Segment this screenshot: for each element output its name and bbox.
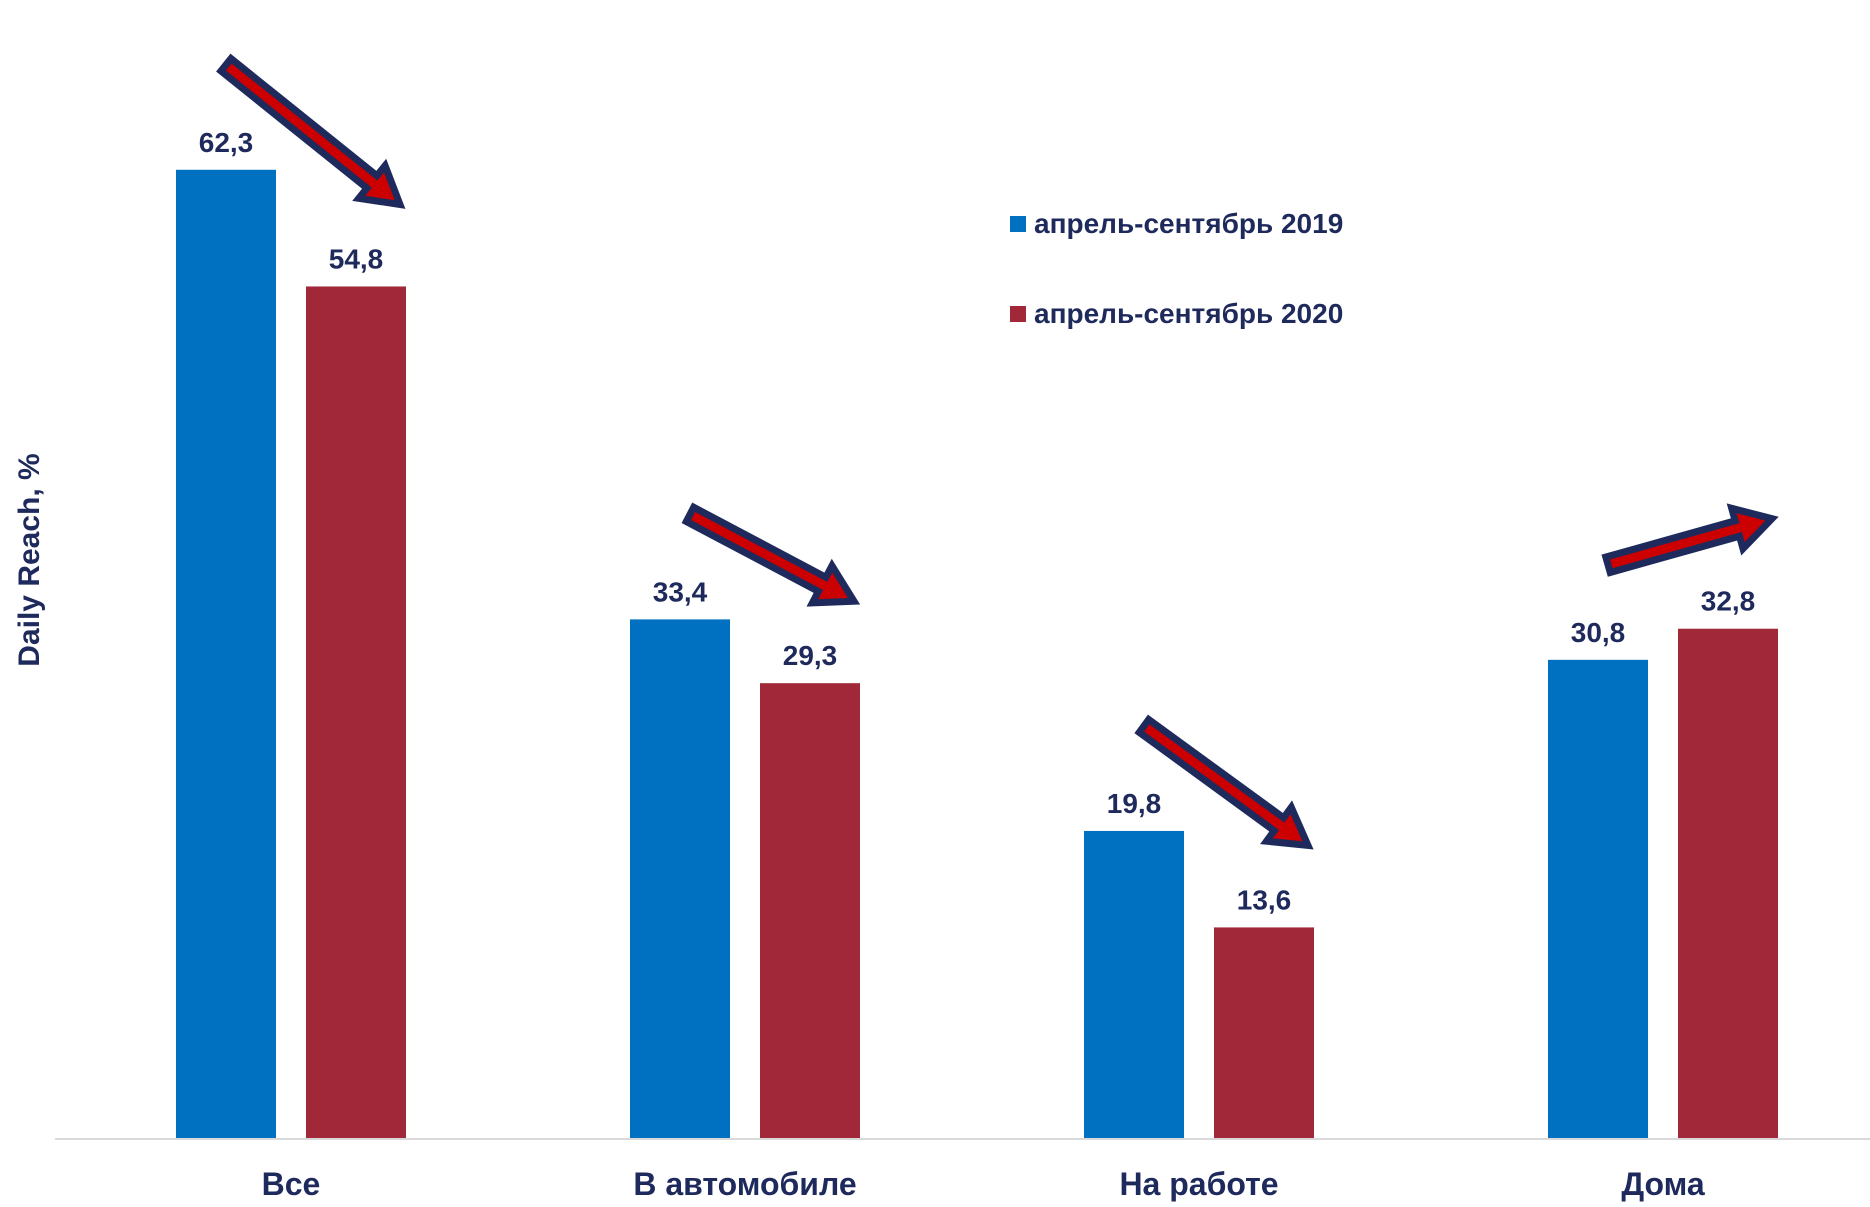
data-label-2020-3: 32,8 (1701, 586, 1756, 617)
data-label-2019-1: 33,4 (653, 576, 708, 607)
bar-2020-0 (306, 286, 406, 1139)
trend-arrows (216, 53, 1779, 850)
x-tick-label-2: На работе (1119, 1166, 1278, 1202)
legend-item-2019: апрель-сентябрь 2019 (1010, 205, 1343, 243)
legend: апрель-сентябрь 2019 апрель-сентябрь 202… (1010, 205, 1343, 385)
legend-item-2020: апрель-сентябрь 2020 (1010, 295, 1343, 333)
bar-2020-2 (1214, 927, 1314, 1139)
x-tick-labels: Все В автомобиле На работе Дома (262, 1166, 1705, 1202)
data-label-2019-2: 19,8 (1107, 788, 1162, 819)
x-tick-label-1: В автомобиле (633, 1166, 856, 1202)
bar-2019-0 (176, 169, 276, 1140)
down-arrow-1 (681, 502, 861, 607)
x-tick-label-3: Дома (1621, 1166, 1705, 1202)
legend-swatch-2019 (1010, 216, 1026, 232)
data-label-2020-0: 54,8 (329, 243, 384, 274)
down-arrow-2 (1134, 714, 1314, 850)
down-arrow-0 (216, 53, 406, 209)
bar-2020-1 (760, 683, 860, 1139)
legend-swatch-2020 (1010, 306, 1026, 322)
bar-2019-2 (1084, 830, 1184, 1139)
bar-2020-3 (1678, 628, 1778, 1139)
data-labels: 62,3 54,8 33,4 29,3 19,8 13,6 30,8 32,8 (199, 127, 1756, 916)
data-label-2019-3: 30,8 (1571, 617, 1626, 648)
bar-2019-3 (1548, 659, 1648, 1139)
data-label-2020-1: 29,3 (783, 640, 838, 671)
bars (176, 169, 1778, 1140)
data-label-2019-0: 62,3 (199, 127, 254, 158)
x-tick-label-0: Все (262, 1166, 321, 1202)
legend-label-2020: апрель-сентябрь 2020 (1034, 298, 1344, 329)
y-axis-label: Daily Reach, % (13, 453, 46, 667)
data-label-2020-2: 13,6 (1237, 884, 1292, 915)
up-arrow-3 (1601, 503, 1779, 577)
legend-label-2019: апрель-сентябрь 2019 (1034, 208, 1344, 239)
bar-2019-1 (630, 619, 730, 1139)
